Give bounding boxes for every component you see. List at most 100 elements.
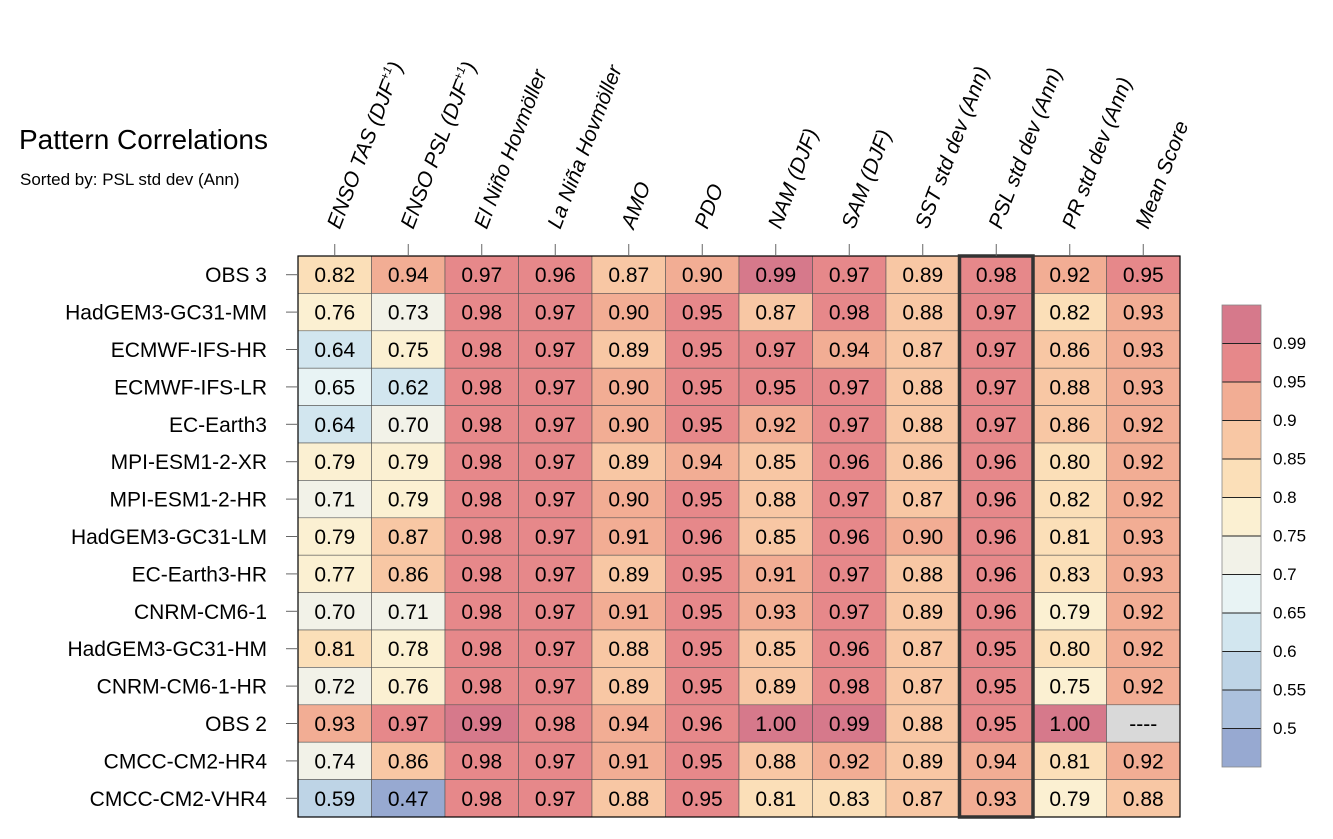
cell-value: 0.59 <box>314 788 355 811</box>
row-label: MPI-ESM1-2-XR <box>111 451 267 474</box>
cell-value: 0.92 <box>1123 601 1164 624</box>
heatmap-cell <box>959 480 1034 519</box>
heatmap-cell <box>591 442 666 481</box>
cell-value: 0.92 <box>829 750 870 773</box>
cell-value: 0.76 <box>314 302 355 325</box>
cell-value: 0.91 <box>608 526 649 549</box>
heatmap-cell <box>371 442 446 481</box>
heatmap-cell <box>591 554 666 593</box>
cell-value: 0.92 <box>1123 750 1164 773</box>
row-labels: OBS 3 HadGEM3-GC31-MM ECMWF-IFS-HR ECMWF-IF… <box>65 264 298 811</box>
heatmap-cell <box>812 741 887 780</box>
heatmap-cell <box>959 442 1034 481</box>
heatmap-cell <box>444 293 519 332</box>
cell-value: 0.62 <box>388 376 429 399</box>
heatmap-cell <box>665 405 740 444</box>
heatmap-cell <box>812 293 887 332</box>
cell-value: 0.86 <box>388 563 429 586</box>
row-label: EC-Earth3 <box>169 414 267 437</box>
heatmap-cell <box>1106 330 1181 369</box>
cell-value: 0.97 <box>829 563 870 586</box>
cell-value: 0.90 <box>608 376 649 399</box>
cell-value: 0.80 <box>1049 451 1090 474</box>
cell-value: 0.97 <box>461 264 502 287</box>
cell-value: 0.97 <box>535 676 576 699</box>
heatmap-cell <box>297 592 372 631</box>
colorbar-swatch <box>1222 382 1261 421</box>
colorbar-swatch <box>1222 651 1261 690</box>
heatmap-cell <box>1032 330 1107 369</box>
heatmap-cell <box>1032 255 1107 294</box>
cell-value: 0.88 <box>608 638 649 661</box>
heatmap-cell <box>1106 592 1181 631</box>
row-label: OBS 2 <box>205 713 267 736</box>
cell-value: 0.81 <box>755 788 796 811</box>
cell-value: 0.93 <box>755 601 796 624</box>
cell-value: 0.95 <box>976 638 1017 661</box>
heatmap-cell <box>1106 554 1181 593</box>
cell-value: 0.89 <box>902 601 943 624</box>
cell-value: 0.97 <box>976 339 1017 362</box>
chart-title: Pattern Correlations <box>19 124 269 155</box>
cell-value: 0.81 <box>1049 750 1090 773</box>
heatmap-cell <box>518 517 593 556</box>
heatmap-cell <box>665 629 740 668</box>
heatmap-cell <box>518 667 593 706</box>
heatmap-cell <box>1032 367 1107 406</box>
cell-value: 0.79 <box>1049 601 1090 624</box>
cell-value: 0.90 <box>608 302 649 325</box>
cell-value: 0.98 <box>461 638 502 661</box>
heatmap-cell <box>1032 405 1107 444</box>
cell-value: 0.75 <box>1049 676 1090 699</box>
colorbar-label: 0.7 <box>1273 565 1297 584</box>
cell-value: 0.98 <box>461 489 502 512</box>
heatmap-cell <box>1106 517 1181 556</box>
cell-value: 0.97 <box>829 489 870 512</box>
cell-value: 0.75 <box>388 339 429 362</box>
colorbar-label: 0.9 <box>1273 411 1297 430</box>
heatmap-cell <box>444 367 519 406</box>
column-label: PSL std dev (Ann) <box>984 65 1066 232</box>
heatmap-cell <box>297 779 372 818</box>
heatmap-cell <box>444 554 519 593</box>
heatmap-cell <box>371 293 446 332</box>
cell-value: 0.96 <box>976 451 1017 474</box>
cell-value: 0.89 <box>608 339 649 362</box>
cell-value: 0.93 <box>314 713 355 736</box>
heatmap-cell <box>1106 480 1181 519</box>
cell-value: 0.82 <box>1049 302 1090 325</box>
heatmap-cell <box>738 629 813 668</box>
cell-value: 0.96 <box>829 638 870 661</box>
heatmap-cell <box>812 517 887 556</box>
heatmap-cell <box>297 255 372 294</box>
cell-value: 0.92 <box>1049 264 1090 287</box>
cell-value: 0.80 <box>1049 638 1090 661</box>
heatmap-cell <box>665 442 740 481</box>
cell-value: 0.71 <box>314 489 355 512</box>
column-labels: ENSO TAS (DJF+1)ENSO PSL (DJF+1)El Niño … <box>323 59 1193 256</box>
heatmap-cell <box>812 480 887 519</box>
cell-value: 0.87 <box>902 676 943 699</box>
cell-value: 0.95 <box>755 376 796 399</box>
column-label: NAM (DJF) <box>764 126 823 232</box>
heatmap-cell <box>371 330 446 369</box>
cell-value: 0.96 <box>682 526 723 549</box>
colorbar-swatch <box>1222 420 1261 459</box>
cell-value: 0.85 <box>755 451 796 474</box>
cell-value: 0.91 <box>608 750 649 773</box>
row-label: HadGEM3-GC31-HM <box>67 638 267 661</box>
heatmap-cell <box>812 779 887 818</box>
heatmap-cell <box>885 667 960 706</box>
column-label: PDO <box>690 181 728 232</box>
heatmap-cell <box>518 554 593 593</box>
heatmap-cell <box>885 442 960 481</box>
cell-value: 0.97 <box>976 414 1017 437</box>
heatmap-cell <box>665 554 740 593</box>
colorbar-swatch <box>1222 613 1261 652</box>
cell-value: 0.94 <box>608 713 649 736</box>
cell-value: 0.95 <box>682 563 723 586</box>
cell-value: 0.88 <box>1123 788 1164 811</box>
cell-value: 0.87 <box>388 526 429 549</box>
column-label: AMO <box>616 179 655 234</box>
